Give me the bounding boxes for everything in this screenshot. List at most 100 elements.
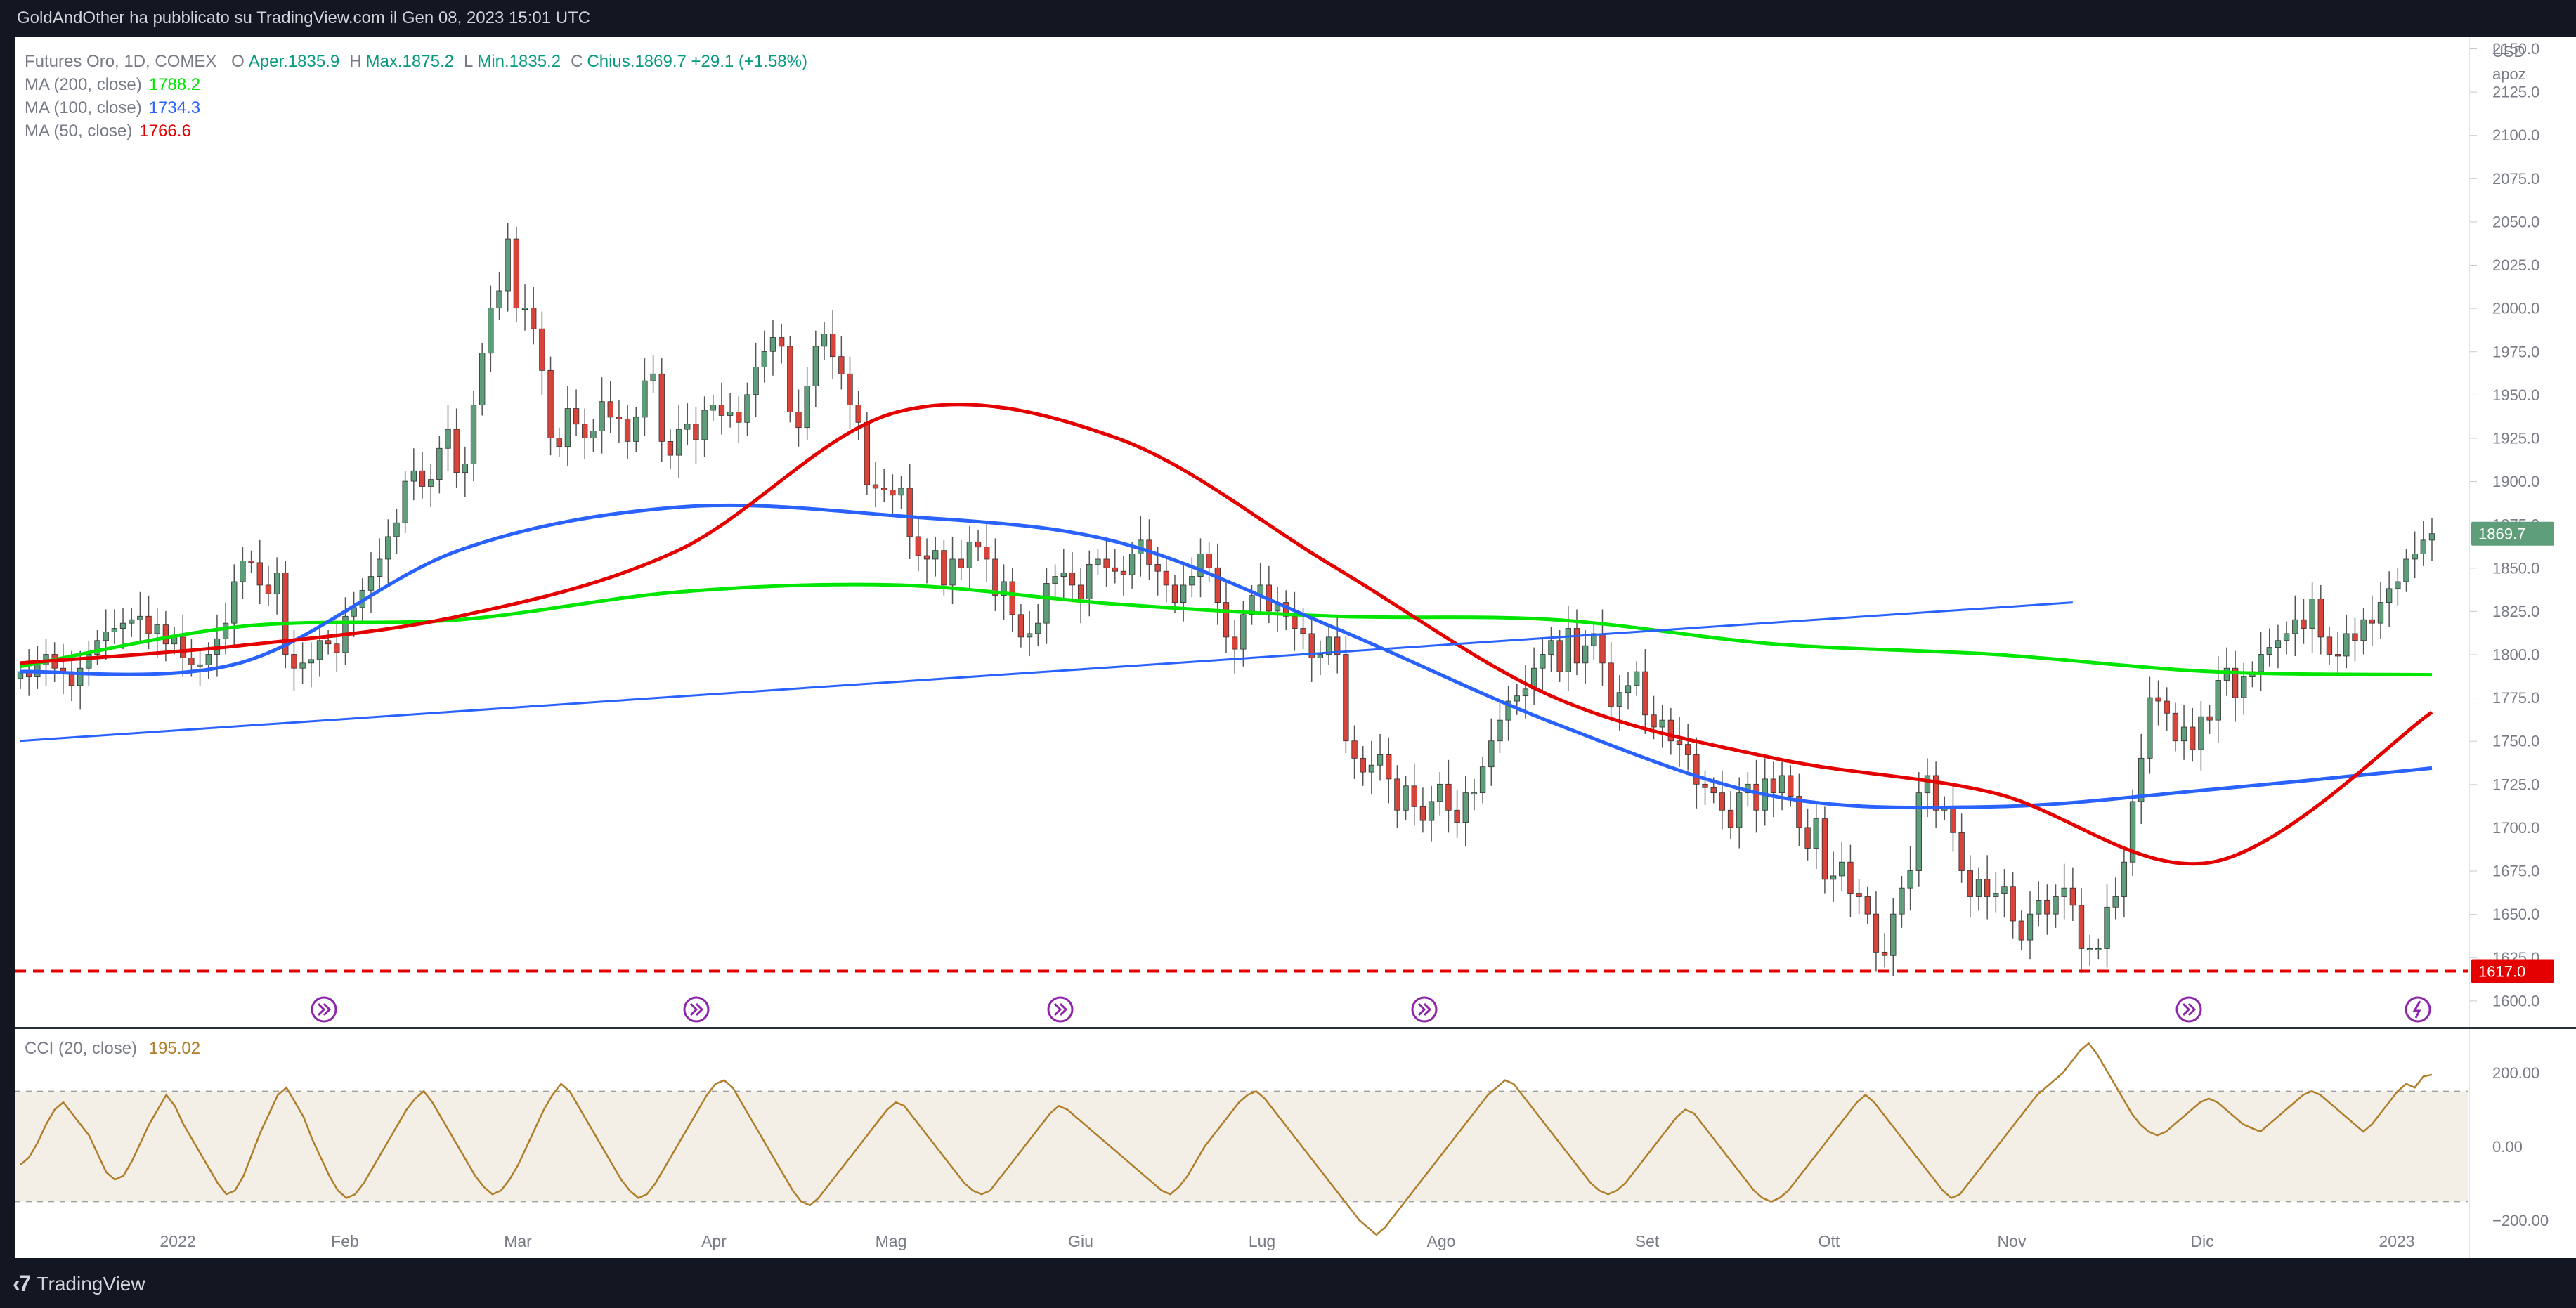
candle-down xyxy=(1932,775,1939,811)
candle-up xyxy=(367,576,375,591)
footer: ‹7 TradingView xyxy=(0,1258,2576,1308)
last-price-label: 1869.7 xyxy=(2478,525,2525,543)
candle-up xyxy=(1377,754,1384,766)
ma-value: 1734.3 xyxy=(148,98,201,117)
dividend-event-icon[interactable] xyxy=(311,996,337,1023)
candle-down xyxy=(667,440,674,456)
x-tick-label: Dic xyxy=(2190,1232,2213,1250)
candle-down xyxy=(1103,558,1110,568)
ma-legend: MA (200, close) 1788.2 MA (100, close) 1734… xyxy=(25,73,807,143)
candle-up xyxy=(2258,654,2264,672)
x-tick-label: Ott xyxy=(1819,1232,1840,1250)
price-tick-mark xyxy=(2470,481,2477,483)
candle-up xyxy=(410,470,417,482)
candle-up xyxy=(2377,602,2384,624)
candle-down xyxy=(1608,662,1614,707)
brand-name: TradingView xyxy=(37,1272,145,1295)
price-tick-mark xyxy=(2470,48,2477,49)
candle-down xyxy=(531,308,537,329)
candle-down xyxy=(2352,633,2358,641)
candle-up xyxy=(103,632,109,641)
candle-up xyxy=(402,480,408,523)
candle-up xyxy=(2061,887,2067,897)
pane-separator[interactable] xyxy=(15,1027,2576,1029)
dividend-event-icon[interactable] xyxy=(1411,996,1438,1023)
candle-down xyxy=(1120,570,1127,575)
ohlc-label: O xyxy=(231,52,245,71)
candle-down xyxy=(616,417,623,419)
candle-up xyxy=(2241,676,2247,698)
candle-up xyxy=(2275,640,2282,648)
candle-up xyxy=(744,394,750,423)
candle-up xyxy=(376,558,383,577)
price-tick-label: 1775.0 xyxy=(2492,689,2539,707)
x-tick-label: Nov xyxy=(1998,1232,2027,1250)
candle-down xyxy=(992,558,998,596)
cci-value: 195.02 xyxy=(148,1039,201,1058)
scale-mode-label[interactable]: apoz xyxy=(2492,65,2526,83)
candle-down xyxy=(1873,913,1880,953)
candle-up xyxy=(129,619,135,624)
candle-up xyxy=(1052,576,1058,584)
ma-label: MA (200, close) xyxy=(25,75,142,94)
ma-legend-row[interactable]: MA (100, close) 1734.3 xyxy=(25,96,807,119)
candle-down xyxy=(2172,712,2179,742)
candle-down xyxy=(1077,584,1084,600)
candle-up xyxy=(2283,633,2290,641)
symbol-row: Futures Oro, 1D, COMEX O Aper.1835.9 H Max.… xyxy=(25,50,807,73)
candle-down xyxy=(923,555,930,560)
candle-down xyxy=(864,421,871,485)
symbol-label[interactable]: Futures Oro, 1D, COMEX xyxy=(25,52,217,71)
candle-down xyxy=(658,373,665,442)
candle-down xyxy=(1163,570,1169,586)
candle-down xyxy=(890,489,896,496)
candle-up xyxy=(479,353,486,406)
trend-line[interactable] xyxy=(20,601,2073,743)
event-flash-icon[interactable] xyxy=(2405,996,2431,1023)
price-tick-label: 1650.0 xyxy=(2492,905,2539,923)
price-tick-mark xyxy=(2470,610,2477,612)
price-tick-label: 1975.0 xyxy=(2492,343,2539,360)
ma-legend-row[interactable]: MA (200, close) 1788.2 xyxy=(25,73,807,96)
candle-down xyxy=(1856,893,1862,897)
candle-up xyxy=(1924,775,1931,794)
ma-value: 1788.2 xyxy=(148,75,201,94)
cci-label[interactable]: CCI (20, close) xyxy=(25,1039,138,1058)
candle-up xyxy=(2420,539,2426,554)
candle-down xyxy=(2010,886,2016,922)
tradingview-logo[interactable]: ‹7 TradingView xyxy=(13,1271,145,1297)
ma-50-line[interactable] xyxy=(20,403,2433,866)
candle-up xyxy=(1591,633,1597,646)
candle-up xyxy=(2223,667,2230,681)
candle-up xyxy=(1403,785,1409,811)
chart-panel[interactable]: 200.00 0.00 −200.00 1600.0 1625.0 1650.0 1675… xyxy=(15,37,2576,1258)
candle-up xyxy=(1778,775,1785,794)
candle-down xyxy=(1770,778,1777,794)
chart-canvas[interactable]: 200.000.00−200.00 1600.01625.01650.01675… xyxy=(15,37,2576,1258)
candle-down xyxy=(624,418,631,442)
dividend-event-icon[interactable] xyxy=(2175,996,2202,1023)
ma-label: MA (50, close) xyxy=(25,122,133,140)
candle-up xyxy=(1128,554,1136,575)
candle-up xyxy=(445,429,451,449)
ohlc-label: H xyxy=(349,52,362,71)
cci-line[interactable] xyxy=(20,1042,2433,1236)
dividend-event-icon[interactable] xyxy=(683,996,710,1023)
ma-100-line[interactable] xyxy=(20,503,2433,810)
x-tick-label: Set xyxy=(1635,1232,1660,1250)
candle-down xyxy=(1232,636,1238,650)
candle-down xyxy=(855,405,861,423)
candle-up xyxy=(1915,792,1922,871)
candle-up xyxy=(2386,588,2393,603)
candle-up xyxy=(1189,576,1195,586)
support-price-tag xyxy=(2471,959,2554,983)
ma-legend-row[interactable]: MA (50, close) 1766.6 xyxy=(25,119,807,143)
candle-down xyxy=(1967,870,1973,897)
candle-up xyxy=(2087,948,2093,950)
candle-up xyxy=(949,558,956,586)
dividend-event-icon[interactable] xyxy=(1047,996,1074,1023)
candle-up xyxy=(137,615,143,620)
candle-up xyxy=(2001,886,2008,894)
change-value: +29.1 (+1.58%) xyxy=(691,52,807,71)
candle-down xyxy=(1864,896,1871,915)
